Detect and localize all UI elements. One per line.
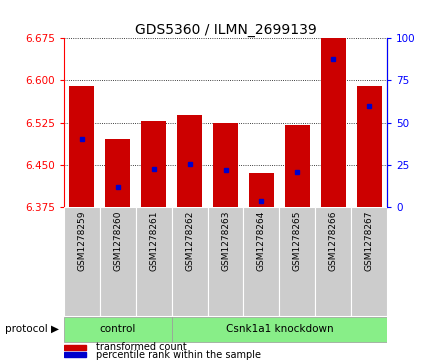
Bar	[351, 207, 387, 316]
Text: GSM1278261: GSM1278261	[149, 210, 158, 271]
Bar	[315, 207, 351, 316]
Bar	[100, 207, 136, 316]
Text: control: control	[99, 325, 136, 334]
Text: GSM1278262: GSM1278262	[185, 210, 194, 270]
Text: GSM1278267: GSM1278267	[365, 210, 374, 271]
Bar	[172, 207, 208, 316]
Text: transformed count: transformed count	[96, 342, 187, 352]
Bar	[357, 86, 382, 207]
Text: GSM1278264: GSM1278264	[257, 210, 266, 270]
Text: GSM1278265: GSM1278265	[293, 210, 302, 271]
Bar	[64, 352, 86, 357]
Bar	[172, 317, 387, 342]
Bar	[285, 125, 310, 207]
Text: GSM1278263: GSM1278263	[221, 210, 230, 271]
Bar	[208, 207, 243, 316]
Bar	[64, 345, 86, 350]
Text: GSM1278266: GSM1278266	[329, 210, 338, 271]
Text: GSM1278259: GSM1278259	[77, 210, 86, 271]
Bar	[69, 86, 94, 207]
Bar	[64, 207, 100, 316]
Bar	[141, 121, 166, 207]
Bar	[213, 122, 238, 207]
Text: protocol ▶: protocol ▶	[5, 325, 59, 334]
Text: GSM1278260: GSM1278260	[113, 210, 122, 271]
Bar	[249, 173, 274, 207]
Text: percentile rank within the sample: percentile rank within the sample	[96, 350, 261, 360]
Bar	[177, 115, 202, 207]
Bar	[279, 207, 315, 316]
Bar	[64, 317, 172, 342]
Bar	[321, 38, 346, 207]
Bar	[243, 207, 279, 316]
Bar	[105, 139, 130, 207]
Bar	[136, 207, 172, 316]
Title: GDS5360 / ILMN_2699139: GDS5360 / ILMN_2699139	[135, 23, 316, 37]
Text: Csnk1a1 knockdown: Csnk1a1 knockdown	[226, 325, 333, 334]
